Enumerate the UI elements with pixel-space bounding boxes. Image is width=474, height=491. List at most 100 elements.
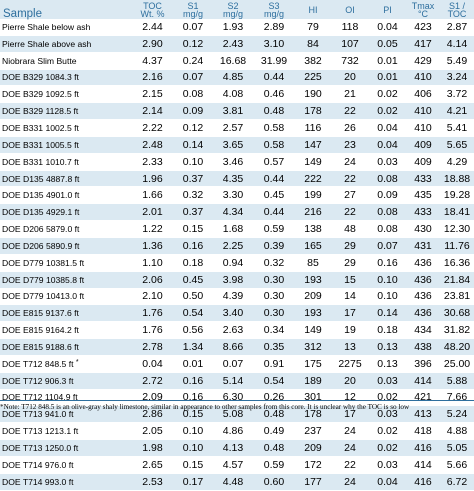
cell-oi: 732	[331, 52, 369, 70]
sample-name-cell: DOE B329 1084.3 ft	[0, 69, 132, 87]
cell-hi: 209	[295, 439, 331, 457]
cell-toc: 2.44	[132, 19, 173, 36]
sample-name: DOE B329 1128.5 ft	[2, 106, 79, 117]
cell-pi: 0.08	[369, 170, 406, 188]
cell-oi: 23	[331, 136, 369, 154]
cell-s1: 0.14	[173, 136, 213, 154]
cell-s1toc: 23.81	[440, 288, 474, 306]
sample-name: DOE D779 10413.0 ft	[2, 291, 85, 302]
cell-tmax: 434	[406, 321, 440, 340]
cell-tmax: 416	[406, 439, 440, 457]
cell-toc: 1.10	[132, 254, 173, 272]
cell-s3: 0.44	[253, 203, 295, 222]
cell-pi: 0.14	[369, 304, 406, 323]
sample-name-cell: Pierre Shale above ash	[0, 35, 132, 53]
cell-s3: 0.39	[253, 237, 295, 255]
cell-hi: 193	[295, 271, 331, 289]
sample-name: DOE T714 993.0 ft	[2, 476, 74, 487]
table-row: DOE T713 1213.1 ft 2.05 0.10 4.86 0.49 237 24 0…	[0, 422, 474, 441]
cell-s2: 4.39	[213, 288, 253, 306]
cell-s3: 0.45	[253, 186, 295, 205]
table-body: Pierre Shale below ash 2.44 0.07 1.93 2.89 79…	[0, 19, 474, 491]
cell-toc: 2.78	[132, 338, 173, 356]
cell-oi: 13	[331, 338, 369, 356]
cell-s3: 0.48	[253, 102, 295, 121]
sample-name-cell: DOE D135 4929.1 ft	[0, 203, 132, 222]
cell-s1toc: 3.72	[440, 85, 474, 104]
cell-s2: 4.08	[213, 85, 253, 104]
cell-s3: 0.60	[253, 473, 295, 491]
cell-tmax: 409	[406, 136, 440, 154]
table-row: DOE E815 9188.6 ft 2.78 1.34 8.66 0.35 312 13 0…	[0, 338, 474, 356]
header-pi: PI	[369, 0, 406, 19]
cell-oi: 24	[331, 153, 369, 171]
cell-s1: 0.16	[173, 372, 213, 390]
header-toc-label: TOC	[143, 0, 162, 11]
cell-pi: 0.02	[369, 389, 406, 407]
cell-pi: 0.09	[369, 186, 406, 205]
cell-hi: 138	[295, 220, 331, 238]
cell-pi: 0.08	[369, 220, 406, 238]
header-s3-unit: mg/g	[263, 8, 284, 19]
sample-name-cell: DOE D135 4887.8 ft	[0, 170, 132, 188]
cell-s3: 0.54	[253, 372, 295, 390]
cell-pi: 0.03	[369, 153, 406, 171]
table-row: DOE T712 1104.9 ft 2.09 0.16 6.30 0.26 301 12 0…	[0, 389, 474, 407]
cell-oi: 17	[331, 304, 369, 323]
cell-oi: 14	[331, 288, 369, 306]
table-row: DOE T714 993.0 ft 2.53 0.17 4.48 0.60 177 24 0.…	[0, 473, 474, 491]
header-hi: HI	[295, 0, 331, 19]
table-row: DOE T712 906.3 ft 2.72 0.16 5.14 0.54 189 20 0.…	[0, 372, 474, 390]
cell-s3: 0.59	[253, 456, 295, 474]
cell-s1toc: 12.30	[440, 220, 474, 238]
cell-toc: 2.15	[132, 85, 173, 104]
cell-s2: 4.85	[213, 69, 253, 87]
cell-toc: 2.05	[132, 422, 173, 441]
sample-name-cell: DOE B329 1092.5 ft	[0, 85, 132, 104]
cell-toc: 1.76	[132, 321, 173, 340]
cell-oi: 48	[331, 220, 369, 238]
cell-hi: 85	[295, 254, 331, 272]
table-row: DOE E815 9137.6 ft 1.76 0.54 3.40 0.30 193 17 0…	[0, 304, 474, 323]
cell-oi: 15	[331, 271, 369, 289]
cell-s1: 0.32	[173, 186, 213, 205]
cell-s1: 0.01	[173, 355, 213, 373]
cell-oi: 20	[331, 372, 369, 390]
cell-tmax: 396	[406, 355, 440, 373]
cell-hi: 193	[295, 304, 331, 323]
cell-s1: 0.08	[173, 85, 213, 104]
cell-pi: 0.13	[369, 338, 406, 356]
cell-pi: 0.03	[369, 456, 406, 474]
cell-oi: 20	[331, 69, 369, 87]
cell-oi: 2275	[331, 355, 369, 373]
cell-toc: 2.14	[132, 102, 173, 121]
cell-s1: 0.56	[173, 321, 213, 340]
cell-hi: 84	[295, 35, 331, 53]
cell-pi: 0.07	[369, 237, 406, 255]
cell-s1toc: 3.24	[440, 69, 474, 87]
cell-s2: 2.43	[213, 35, 253, 53]
sample-name: DOE T712 1104.9 ft	[2, 392, 78, 403]
sample-name-cell: DOE T713 1250.0 ft	[0, 439, 132, 457]
sample-name: DOE E815 9137.6 ft	[2, 308, 79, 319]
cell-oi: 27	[331, 186, 369, 205]
cell-s1toc: 4.21	[440, 102, 474, 121]
cell-hi: 116	[295, 119, 331, 137]
cell-pi: 0.13	[369, 355, 406, 373]
cell-toc: 2.01	[132, 203, 173, 222]
cell-s3: 0.30	[253, 271, 295, 289]
cell-s1toc: 5.05	[440, 439, 474, 457]
cell-oi: 22	[331, 203, 369, 222]
sample-name: DOE B331 1005.5 ft	[2, 139, 79, 150]
cell-tmax: 431	[406, 237, 440, 255]
cell-tmax: 418	[406, 422, 440, 441]
cell-s1toc: 5.66	[440, 456, 474, 474]
cell-s1toc: 6.72	[440, 473, 474, 491]
cell-hi: 237	[295, 422, 331, 441]
cell-s1toc: 31.82	[440, 321, 474, 340]
cell-s2: 3.30	[213, 186, 253, 205]
header-tmax-label: Tmax	[411, 0, 435, 11]
cell-s1: 0.54	[173, 304, 213, 323]
cell-s3: 31.99	[253, 52, 295, 70]
sample-name: DOE D135 4929.1 ft	[2, 207, 80, 218]
